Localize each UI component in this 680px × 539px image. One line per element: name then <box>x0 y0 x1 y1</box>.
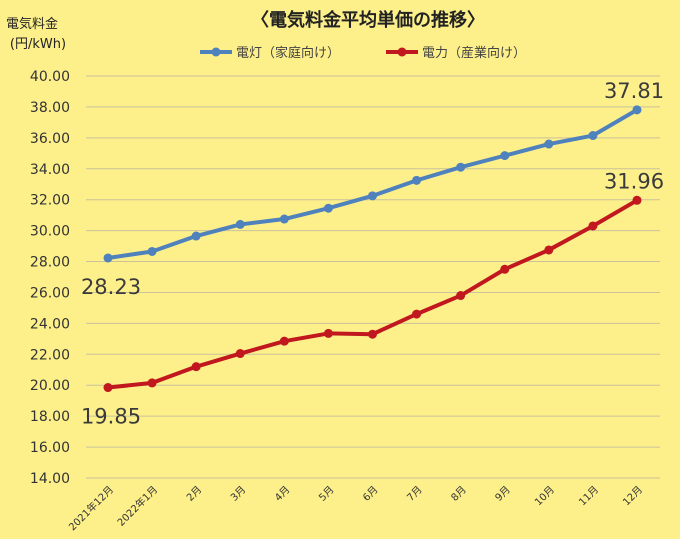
x-tick-label-2: 2月 <box>184 484 204 504</box>
legend-marker-1 <box>397 47 407 57</box>
x-tick-label-10: 10月 <box>532 484 557 509</box>
legend-entry-0: 電灯（家庭向け） <box>200 45 340 61</box>
x-tick-label-0: 2021年12月 <box>66 483 116 533</box>
series-1-point-10 <box>544 245 554 255</box>
series-line-0 <box>107 108 639 260</box>
y-tick-label-2: 36.00 <box>30 131 70 147</box>
y-tick-label-8: 24.00 <box>30 316 70 332</box>
x-tick-label-3: 3月 <box>228 484 248 504</box>
y-axis: 40.00 38.00 36.00 34.00 32.00 30.00 28.00 26.00… <box>30 69 70 487</box>
series-0-point-10 <box>544 139 554 149</box>
x-tick-label-6: 6月 <box>361 484 381 504</box>
data-label-series-1-first: 19.85 <box>81 405 141 429</box>
series-0-point-0 <box>103 253 113 263</box>
series-1-point-7 <box>412 309 422 319</box>
y-tick-label-3: 34.00 <box>30 162 70 178</box>
y-tick-label-6: 28.00 <box>30 255 70 271</box>
series-1-point-6 <box>368 329 377 339</box>
series-1-point-3 <box>235 349 245 359</box>
series-group <box>103 105 642 393</box>
y-axis-label-line1: 電気料金 <box>6 16 58 32</box>
data-labels: 28.23 37.81 19.85 31.96 <box>81 79 664 429</box>
series-0-point-6 <box>368 191 377 201</box>
y-tick-label-9: 22.00 <box>30 347 70 363</box>
series-0-point-11 <box>588 131 598 141</box>
x-tick-label-1: 2022年1月 <box>114 483 160 529</box>
series-0-point-1 <box>147 246 157 256</box>
y-tick-label-7: 26.00 <box>30 285 70 301</box>
series-0-point-12 <box>632 105 642 115</box>
y-axis-label-line2: (円/kWh) <box>10 37 66 52</box>
legend-label-0: 電灯（家庭向け） <box>236 45 340 61</box>
x-tick-label-8: 8月 <box>449 484 469 504</box>
x-tick-label-7: 7月 <box>405 484 425 504</box>
y-tick-label-12: 16.00 <box>30 440 70 456</box>
series-0-point-5 <box>323 203 333 213</box>
series-0-point-8 <box>456 162 466 172</box>
x-tick-label-12: 12月 <box>621 484 646 509</box>
y-tick-label-4: 32.00 <box>30 193 70 209</box>
legend-entry-1: 電力（産業向け） <box>386 45 526 61</box>
series-1-point-11 <box>588 221 598 231</box>
series-1-point-12 <box>632 195 642 205</box>
x-tick-label-5: 5月 <box>316 484 336 504</box>
y-tick-label-0: 40.00 <box>30 69 70 85</box>
x-tick-label-11: 11月 <box>576 484 601 509</box>
legend: 電灯（家庭向け） 電力（産業向け） <box>200 45 526 61</box>
legend-marker-0 <box>211 47 221 57</box>
series-0-point-2 <box>191 231 201 241</box>
series-1-point-4 <box>279 336 289 346</box>
series-0-point-7 <box>412 175 422 185</box>
series-1-point-2 <box>191 362 201 372</box>
data-label-series-1-last: 31.96 <box>604 169 664 193</box>
series-1-point-5 <box>323 328 333 338</box>
series-line-1 <box>107 198 639 390</box>
series-1-point-8 <box>456 291 466 301</box>
series-1-point-0 <box>103 383 113 393</box>
chart-title: 〈電気料金平均単価の推移〉 <box>251 9 485 31</box>
data-label-series-0-first: 28.23 <box>81 275 141 299</box>
y-tick-label-10: 20.00 <box>30 378 70 394</box>
x-tick-label-9: 9月 <box>493 484 513 504</box>
y-tick-label-11: 18.00 <box>30 409 70 425</box>
series-1-point-9 <box>500 264 510 274</box>
y-tick-label-5: 30.00 <box>30 224 70 240</box>
x-tick-label-4: 4月 <box>272 484 292 504</box>
series-0-point-9 <box>500 151 510 161</box>
series-0-point-4 <box>279 214 289 224</box>
x-axis: 2021年12月 2022年1月 2月 3月 4月 5月 6月 7月 8月 9月 10月 11月 12月 <box>66 483 645 533</box>
legend-label-1: 電力（産業向け） <box>422 45 526 61</box>
y-tick-label-1: 38.00 <box>30 100 70 116</box>
y-tick-label-13: 14.00 <box>30 471 70 487</box>
series-1-point-1 <box>147 378 157 388</box>
data-label-series-0-last: 37.81 <box>604 79 664 103</box>
grid <box>86 75 660 479</box>
series-0-point-3 <box>235 219 245 229</box>
